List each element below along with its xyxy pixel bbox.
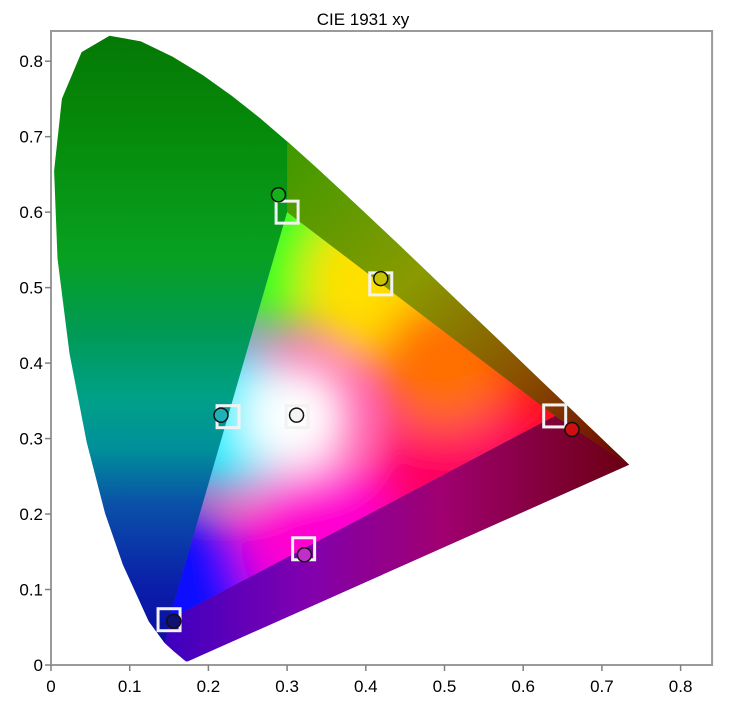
x-tick-label: 0.5 bbox=[433, 677, 457, 696]
measured-point-green bbox=[270, 187, 287, 203]
y-axis: 0 0.1 0.2 0.3 0.4 0.5 0.6 0.7 0.8 bbox=[19, 52, 51, 675]
measured-point-cyan bbox=[213, 407, 229, 423]
x-tick-label: 0.3 bbox=[275, 677, 299, 696]
y-tick-label: 0.5 bbox=[19, 279, 43, 298]
x-axis: 0 0.1 0.2 0.3 0.4 0.5 0.6 0.7 0.8 bbox=[46, 665, 692, 696]
target-marker-green bbox=[274, 199, 300, 225]
x-tick-label: 0.7 bbox=[590, 677, 614, 696]
measured-point-magenta bbox=[296, 547, 313, 563]
measured-point-red bbox=[564, 421, 580, 438]
x-tick-label: 0.8 bbox=[669, 677, 693, 696]
y-tick-label: 0.3 bbox=[19, 430, 43, 449]
y-tick-label: 0.8 bbox=[19, 52, 43, 71]
x-tick-label: 0.6 bbox=[511, 677, 535, 696]
x-tick-label: 0 bbox=[46, 677, 55, 696]
x-tick-label: 0.4 bbox=[354, 677, 378, 696]
y-tick-label: 0.6 bbox=[19, 203, 43, 222]
target-marker-red bbox=[542, 403, 568, 429]
y-tick-label: 0.1 bbox=[19, 581, 43, 600]
x-tick-label: 0.1 bbox=[118, 677, 142, 696]
y-tick-label: 0.2 bbox=[19, 505, 43, 524]
target-marker-white bbox=[284, 404, 310, 430]
y-tick-label: 0.7 bbox=[19, 128, 43, 147]
measured-point-white bbox=[288, 407, 305, 423]
y-tick-label: 0.4 bbox=[19, 354, 43, 373]
chart-title: CIE 1931 xy bbox=[317, 10, 410, 29]
measured-point-yellow bbox=[373, 270, 389, 287]
y-tick-label: 0 bbox=[34, 656, 43, 675]
measured-point-blue bbox=[166, 613, 182, 629]
triangle-color-blob bbox=[169, 509, 280, 620]
purple-band bbox=[161, 415, 630, 662]
x-tick-label: 0.2 bbox=[197, 677, 221, 696]
plot-frame bbox=[50, 30, 714, 666]
measured-markers bbox=[166, 187, 580, 629]
plot-area bbox=[54, 35, 630, 662]
